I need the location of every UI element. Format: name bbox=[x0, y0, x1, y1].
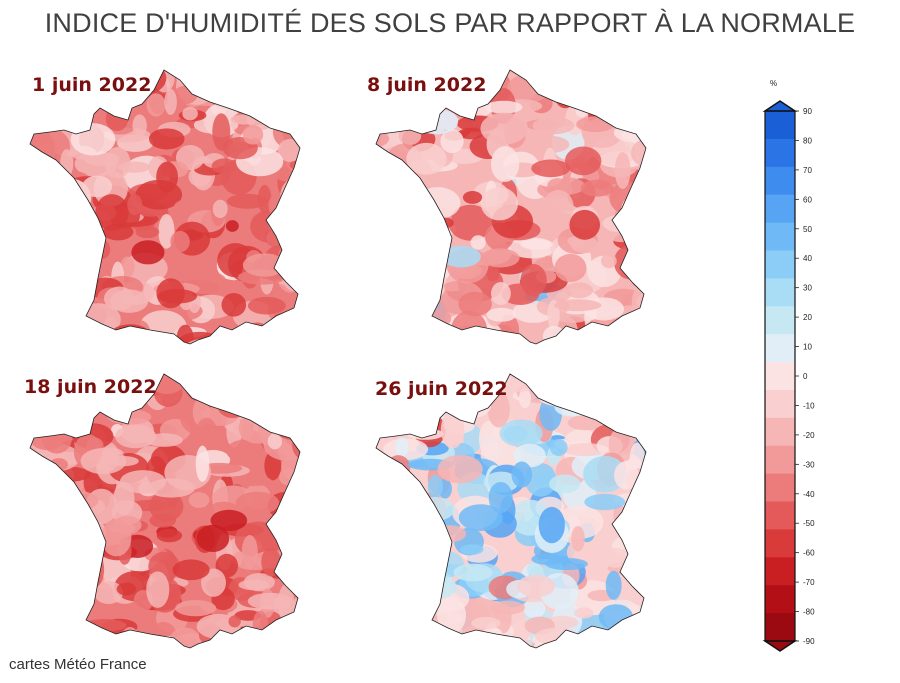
france-map bbox=[29, 373, 314, 672]
credit-text: cartes Météo France bbox=[9, 656, 147, 673]
legend-swatch bbox=[765, 417, 795, 447]
soil-moisture-field bbox=[30, 374, 314, 672]
date-label: 18 juin 2022 bbox=[24, 376, 157, 398]
legend-swatch bbox=[765, 473, 795, 503]
legend-unit: % bbox=[770, 79, 778, 88]
date-label: 26 juin 2022 bbox=[375, 378, 508, 400]
france-outline bbox=[375, 373, 647, 649]
legend-swatch bbox=[765, 557, 795, 586]
legend-swatch bbox=[765, 529, 795, 558]
france-map bbox=[375, 69, 660, 368]
legend-tick-label: -90 bbox=[803, 637, 815, 646]
legend-arrow-down bbox=[762, 640, 798, 652]
map-panel-26-juin bbox=[360, 372, 660, 677]
legend-swatch bbox=[765, 501, 795, 530]
legend-swatch bbox=[765, 445, 795, 475]
map-panel-1-juin bbox=[14, 68, 314, 373]
legend-tick-label: -70 bbox=[803, 578, 815, 587]
legend-swatch bbox=[765, 306, 795, 335]
legend-tick-label: -50 bbox=[803, 519, 815, 528]
legend-swatch bbox=[765, 362, 795, 391]
legend-swatch bbox=[765, 334, 795, 363]
legend-swatch bbox=[765, 222, 795, 251]
legend-tick-label: 10 bbox=[803, 343, 812, 352]
legend-tick-label: 20 bbox=[803, 313, 812, 322]
legend-swatch bbox=[765, 111, 795, 140]
legend-tick-label: -20 bbox=[803, 431, 815, 440]
legend-tick-label: -40 bbox=[803, 490, 815, 499]
legend-tick-label: 0 bbox=[803, 372, 808, 381]
france-map bbox=[375, 373, 660, 672]
soil-moisture-field bbox=[376, 70, 660, 368]
france-map bbox=[29, 69, 314, 368]
france-outline bbox=[29, 373, 301, 649]
france-outline bbox=[29, 69, 301, 345]
legend-swatch bbox=[765, 585, 795, 614]
legend-swatch bbox=[765, 613, 795, 642]
legend-tick-label: -80 bbox=[803, 608, 815, 617]
color-legend: % 90 80 70 60 50 40 30 20 10 0 -10 -20 -30 -40 -50 -60 -… bbox=[755, 75, 865, 665]
legend-swatch bbox=[765, 389, 795, 419]
legend-swatch bbox=[765, 250, 795, 279]
legend-arrow-up bbox=[762, 100, 798, 112]
legend-tick-label: 50 bbox=[803, 225, 812, 234]
legend-tick-label: -10 bbox=[803, 401, 815, 410]
legend-tick-label: -60 bbox=[803, 549, 815, 558]
legend-swatch bbox=[765, 278, 795, 307]
soil-moisture-field bbox=[376, 374, 660, 672]
legend-swatch bbox=[765, 194, 795, 224]
legend-swatch bbox=[765, 138, 795, 168]
france-outline bbox=[375, 69, 647, 345]
date-label: 8 juin 2022 bbox=[367, 74, 487, 96]
legend-tick-label: 90 bbox=[803, 107, 812, 116]
map-panel-18-juin bbox=[14, 372, 314, 677]
soil-moisture-field bbox=[30, 70, 314, 368]
legend-tick-label: 30 bbox=[803, 284, 812, 293]
legend-tick-label: -30 bbox=[803, 460, 815, 469]
legend-tick-label: 40 bbox=[803, 254, 812, 263]
map-title: INDICE D'HUMIDITÉ DES SOLS PAR RAPPORT À… bbox=[44, 8, 856, 38]
date-label: 1 juin 2022 bbox=[32, 74, 152, 96]
legend-tick-label: 60 bbox=[803, 195, 812, 204]
legend-tick-label: 70 bbox=[803, 166, 812, 175]
legend-tick-label: 80 bbox=[803, 136, 812, 145]
legend-colorbar: 90 80 70 60 50 40 30 20 10 0 -10 -20 -30 -40 -50 -60 -70… bbox=[762, 100, 815, 652]
map-panel-8-juin bbox=[360, 68, 660, 373]
legend-swatch bbox=[765, 166, 795, 196]
